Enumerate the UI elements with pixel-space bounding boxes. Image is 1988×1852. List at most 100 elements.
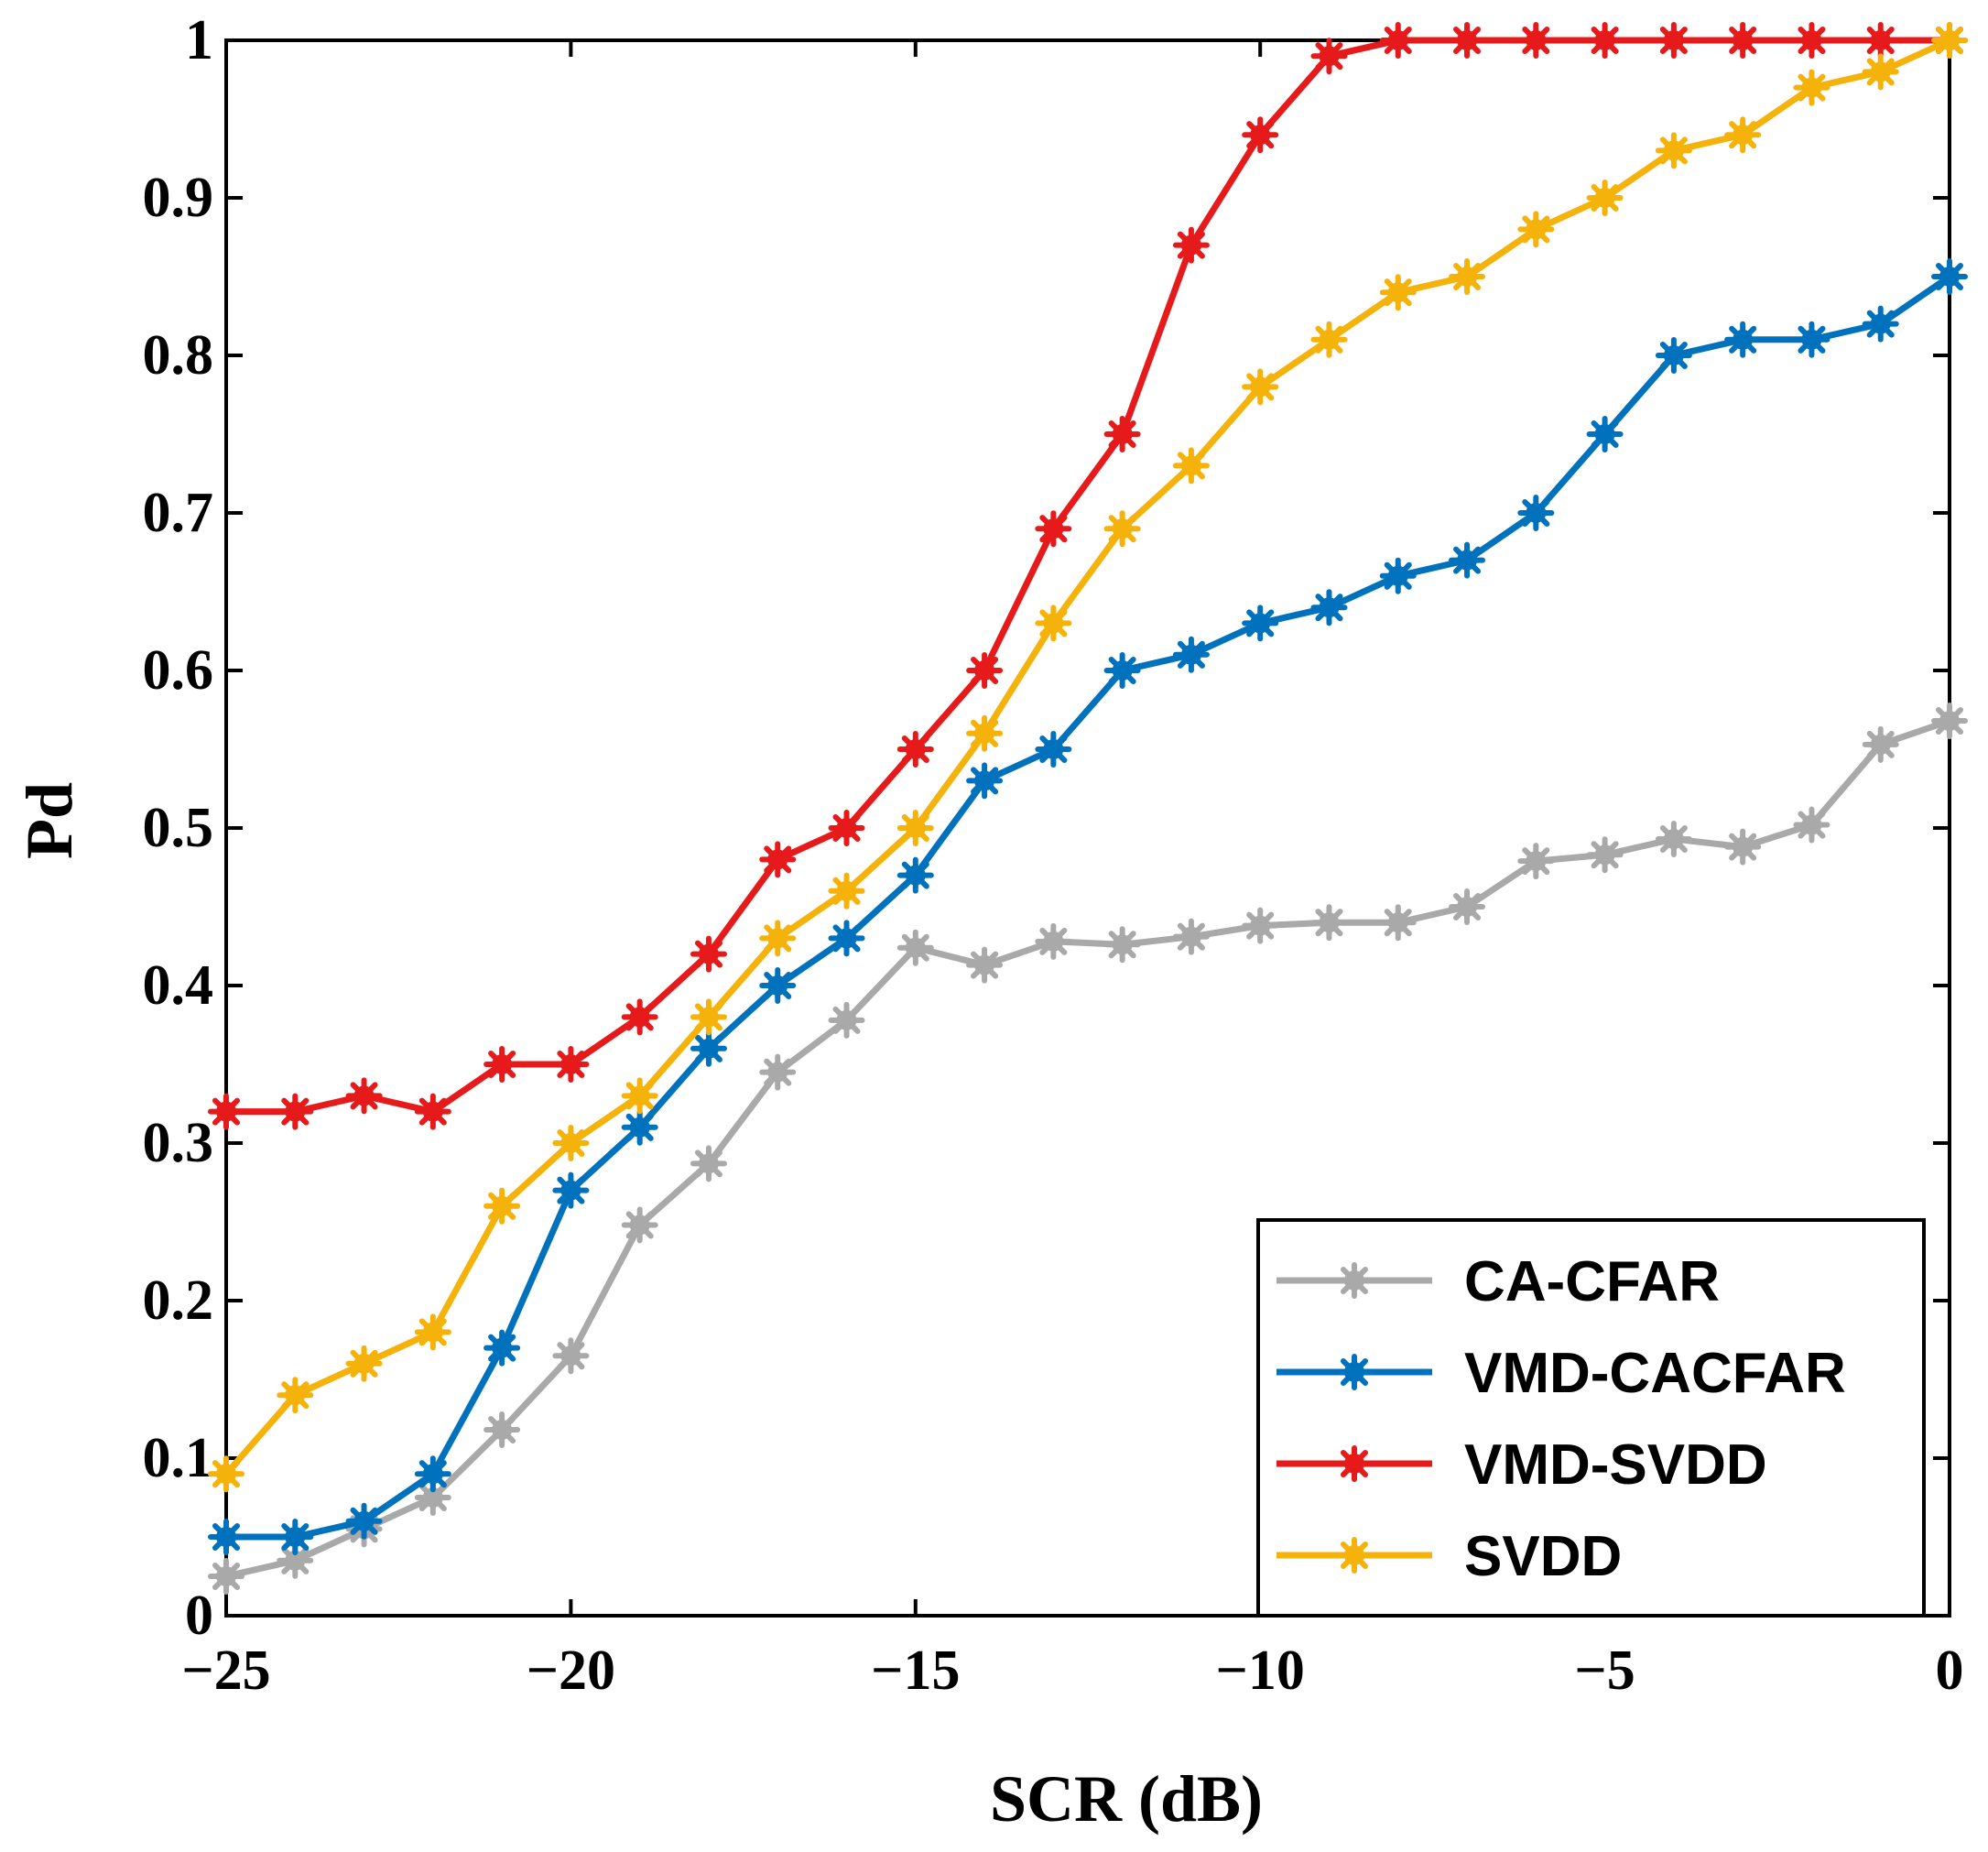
data-point: [1586, 416, 1624, 452]
data-point: [828, 810, 865, 846]
y-tick-label: 0.3: [143, 1112, 214, 1174]
data-point: [1931, 22, 1968, 59]
data-point: [1310, 589, 1348, 626]
data-point: [1310, 38, 1348, 75]
legend-item: VMD-SVDD: [1276, 1433, 1767, 1497]
data-point: [208, 1558, 244, 1595]
data-point: [277, 1519, 314, 1555]
data-point: [1035, 510, 1072, 548]
data-point: [621, 1206, 658, 1244]
data-point: [552, 1046, 590, 1083]
x-tick-label: −25: [181, 1640, 270, 1702]
legend-label: VMD-CACFAR: [1464, 1342, 1846, 1405]
data-point: [483, 1046, 521, 1083]
data-point: [345, 1502, 383, 1540]
data-point: [1035, 922, 1072, 960]
data-point: [1242, 116, 1279, 154]
legend-item: VMD-CACFAR: [1276, 1342, 1846, 1405]
y-tick-label: 0.8: [143, 324, 214, 387]
data-point: [896, 810, 934, 846]
data-point: [1517, 843, 1555, 880]
data-point: [1517, 22, 1555, 59]
data-point: [1793, 806, 1830, 844]
data-point: [1655, 337, 1692, 374]
legend-marker: [1336, 1445, 1373, 1482]
data-point: [1862, 305, 1899, 343]
data-point: [1724, 321, 1762, 358]
legend-marker: [1336, 1262, 1373, 1299]
data-point: [1862, 22, 1899, 59]
data-point: [552, 1125, 590, 1161]
data-point: [414, 1093, 451, 1130]
data-point: [1793, 321, 1830, 358]
series-vmd-cacfar: [208, 258, 1968, 1555]
data-point: [1310, 904, 1348, 942]
data-point: [1242, 605, 1279, 642]
legend-label: CA-CFAR: [1464, 1250, 1720, 1313]
data-point: [1242, 907, 1279, 944]
data-point: [414, 1479, 451, 1516]
y-tick-label: 0.1: [143, 1427, 214, 1489]
legend-item: CA-CFAR: [1276, 1250, 1720, 1313]
data-point: [759, 841, 797, 878]
legend-label: VMD-SVDD: [1464, 1433, 1767, 1497]
data-point: [1517, 211, 1555, 248]
data-point: [552, 1171, 590, 1209]
data-point: [1586, 22, 1624, 59]
data-point: [1655, 821, 1692, 858]
data-point: [690, 1145, 727, 1182]
data-point: [1724, 22, 1762, 59]
data-point: [1379, 904, 1417, 942]
y-tick-label: 0: [185, 1585, 213, 1647]
data-point: [896, 731, 934, 768]
data-point: [1379, 557, 1417, 594]
data-point: [1103, 416, 1141, 452]
y-tick-label: 0.7: [143, 482, 214, 544]
data-point: [483, 1187, 521, 1225]
data-point: [1035, 605, 1072, 642]
data-point: [1655, 132, 1692, 169]
data-point: [1931, 703, 1968, 740]
y-tick-label: 0.6: [143, 639, 214, 702]
data-point: [1449, 888, 1486, 925]
data-point: [759, 967, 797, 1004]
data-point: [483, 1329, 521, 1367]
data-point: [690, 998, 727, 1036]
data-point: [621, 998, 658, 1036]
x-tick-label: −20: [527, 1640, 615, 1702]
data-point: [208, 1519, 244, 1555]
data-point: [828, 1001, 865, 1039]
data-point: [966, 762, 1004, 800]
legend-marker: [1336, 1354, 1373, 1390]
data-point: [414, 1313, 451, 1351]
data-point: [1931, 258, 1968, 295]
legend-box: [1256, 1218, 1926, 1618]
data-point: [552, 1337, 590, 1375]
data-point: [1862, 725, 1899, 763]
data-point: [1724, 116, 1762, 154]
series-svdd: [208, 22, 1968, 1493]
y-tick-label: 1: [185, 9, 213, 71]
x-axis-title: SCR (dB): [990, 1762, 1263, 1836]
data-point: [208, 1093, 244, 1130]
data-point: [1793, 69, 1830, 106]
data-point: [1103, 510, 1141, 548]
data-point: [896, 856, 934, 894]
data-point: [1172, 447, 1210, 485]
data-point: [690, 935, 727, 973]
data-point: [1310, 321, 1348, 358]
data-point: [1586, 180, 1624, 216]
data-point: [1172, 918, 1210, 955]
data-point: [759, 920, 797, 957]
x-tick-label: 0: [1936, 1640, 1964, 1702]
x-tick-label: −5: [1574, 1640, 1635, 1702]
y-tick-label: 0.4: [143, 954, 214, 1017]
data-point: [828, 872, 865, 910]
data-point: [1449, 541, 1486, 579]
data-point: [345, 1077, 383, 1115]
data-point: [896, 929, 934, 966]
data-point: [1103, 652, 1141, 689]
series-ca-cfar: [208, 703, 1968, 1595]
